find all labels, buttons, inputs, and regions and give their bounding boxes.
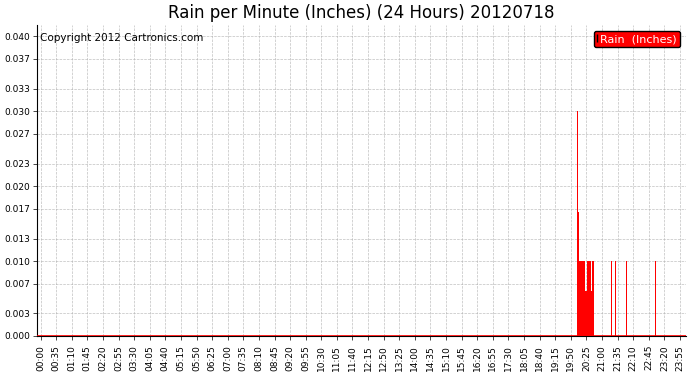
Legend: Rain  (Inches): Rain (Inches) bbox=[593, 31, 680, 47]
Text: Copyright 2012 Cartronics.com: Copyright 2012 Cartronics.com bbox=[40, 33, 204, 43]
Title: Rain per Minute (Inches) (24 Hours) 20120718: Rain per Minute (Inches) (24 Hours) 2012… bbox=[168, 4, 555, 22]
